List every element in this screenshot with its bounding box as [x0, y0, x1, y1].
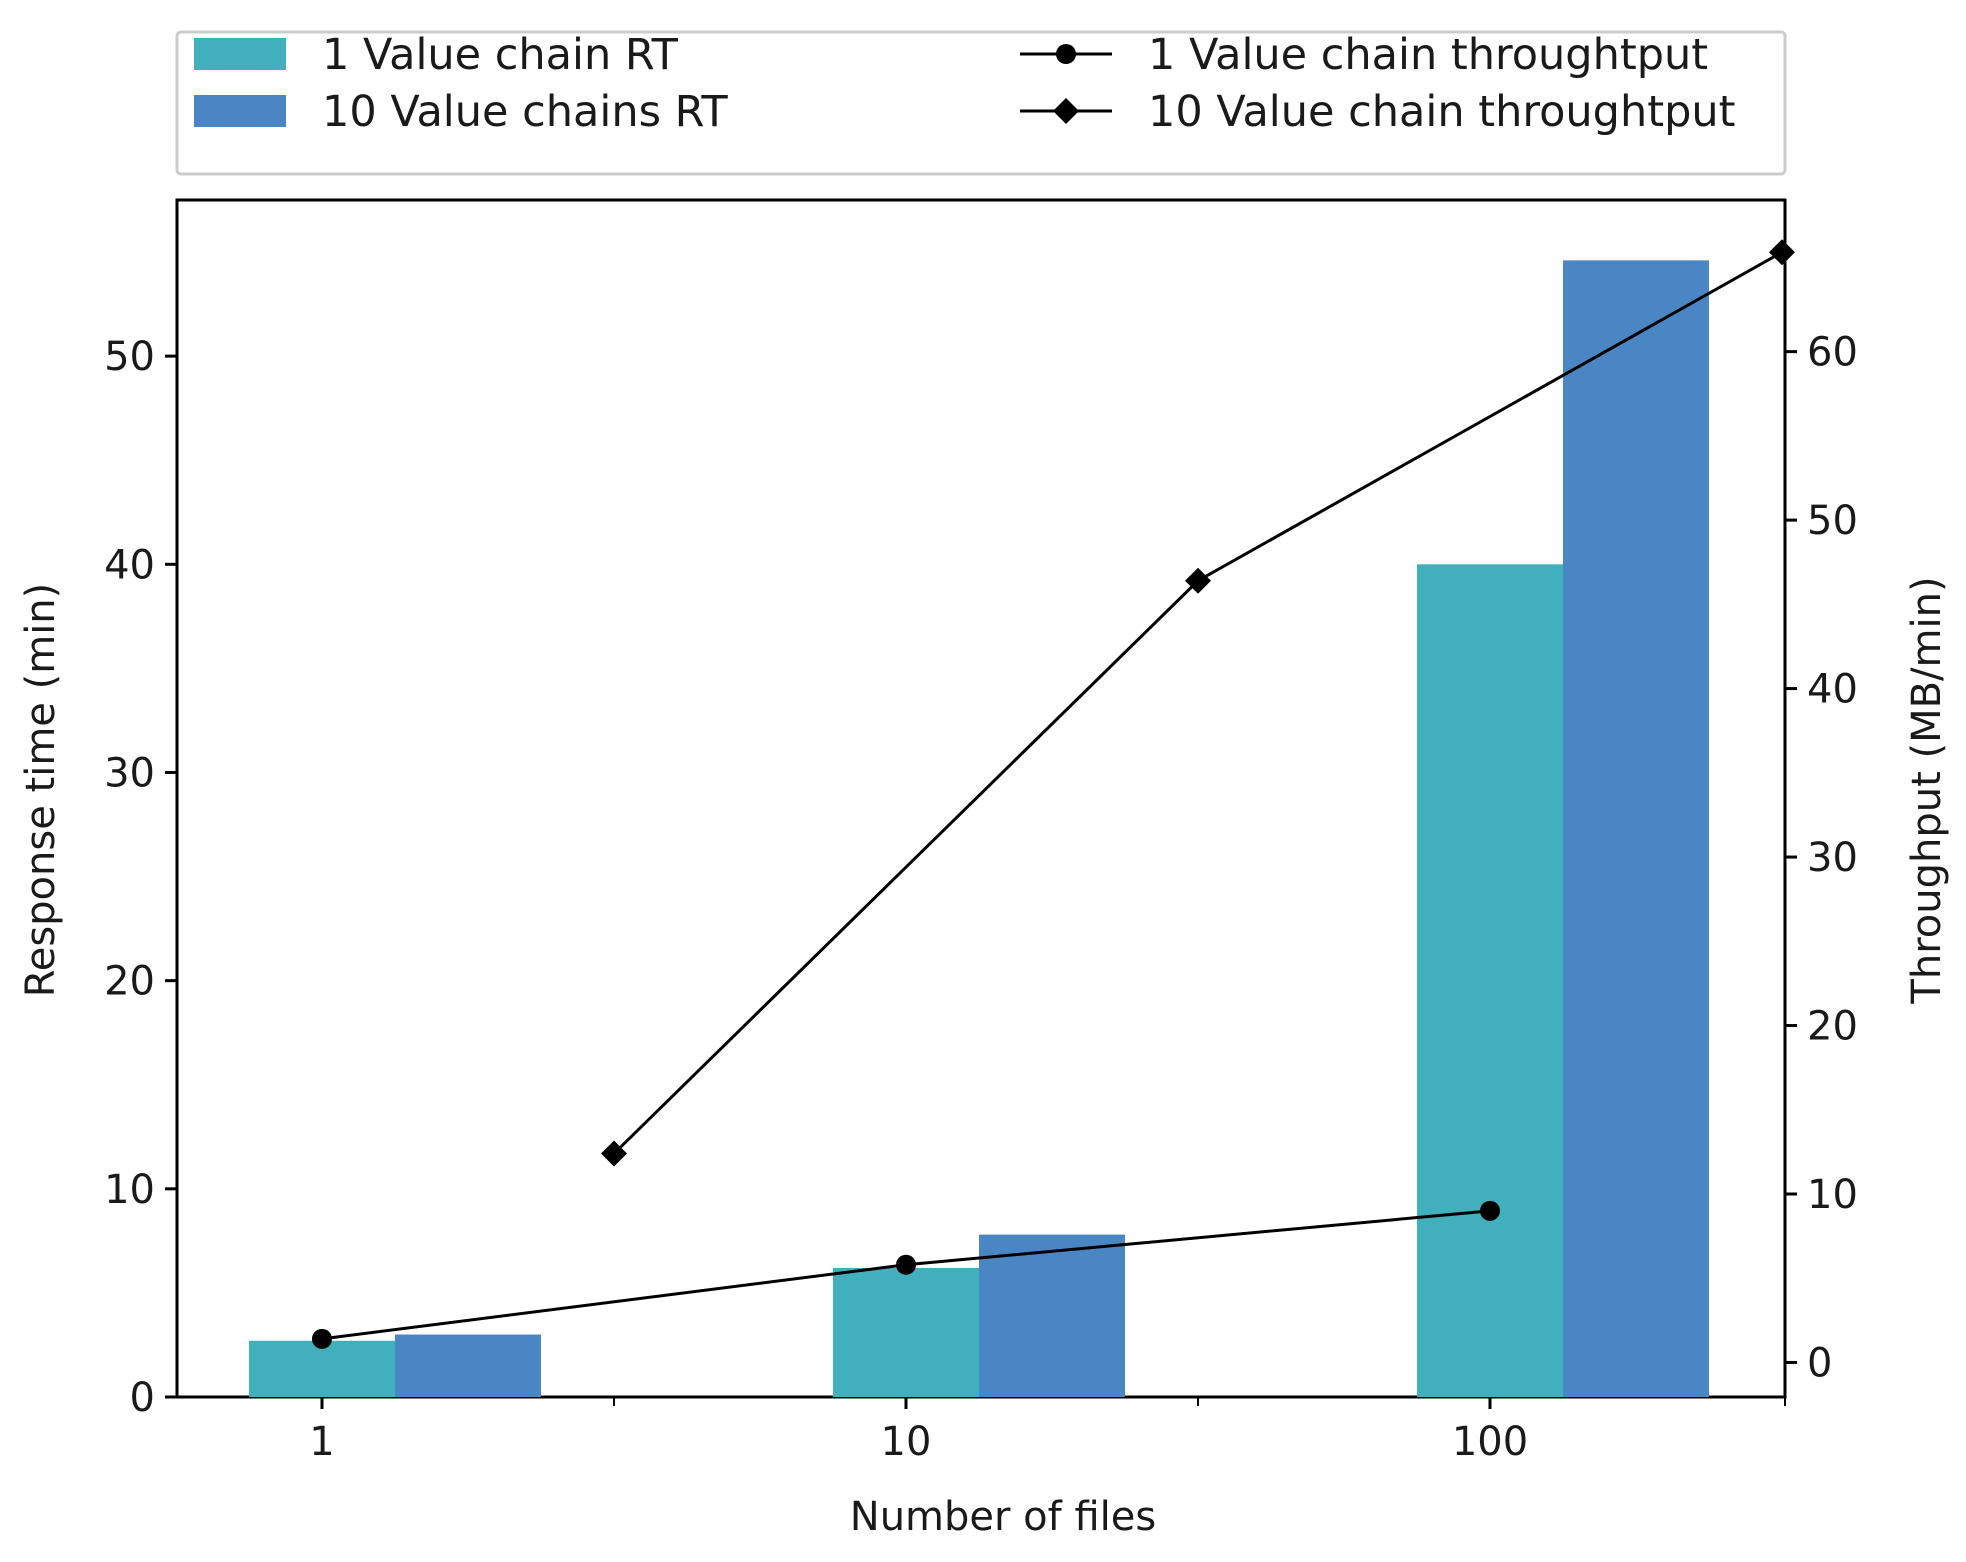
- legend-label-bar-1: 10 Value chains RT: [322, 87, 728, 137]
- point-s0-1: [896, 1254, 916, 1275]
- y-left-tick-label: 0: [130, 1375, 155, 1421]
- y-right-tick-label: 0: [1807, 1340, 1832, 1386]
- x-tick-label: 1: [309, 1419, 334, 1465]
- legend-label-bar-0: 1 Value chain RT: [322, 30, 679, 80]
- y-right-tick-label: 20: [1807, 1004, 1858, 1050]
- y-axis-right-title: Throughput (MB/min): [1904, 576, 1950, 1004]
- bar-s0-1: [249, 1340, 395, 1397]
- throughput-lines: [312, 239, 1795, 1349]
- bar-s1-100: [1563, 260, 1709, 1398]
- legend-box: [175, 30, 1787, 176]
- bar-s0-100: [1417, 564, 1563, 1397]
- y-axis-left-title: Response time (min): [18, 583, 64, 998]
- bar-s1-1: [395, 1334, 541, 1397]
- y-left-tick-label: 50: [104, 334, 155, 380]
- legend-marker-0: [1056, 44, 1076, 64]
- y-left-tick-label: 20: [104, 959, 155, 1005]
- legend-swatch-bar-0: [194, 38, 286, 70]
- x-tick-label: 100: [1452, 1419, 1528, 1465]
- y-right-tick-label: 10: [1807, 1172, 1858, 1218]
- x-tick-label: 10: [881, 1419, 932, 1465]
- point-s0-2: [1480, 1200, 1500, 1221]
- point-s1-2: [1769, 239, 1795, 266]
- legend-label-line-0: 1 Value chain throughtput: [1148, 30, 1708, 80]
- x-axis-title: Number of files: [850, 1494, 1156, 1540]
- legend-swatch-bar-1: [194, 95, 286, 127]
- legend: 1 Value chain RT 10 Value chains RT 1 Valu…: [194, 30, 1735, 137]
- point-s1-1: [1185, 567, 1211, 594]
- axes: 0 10 20 30 40 50 0 10 20 30 40 50 60 1 10 100: [104, 330, 1858, 1465]
- y-right-tick-label: 50: [1807, 498, 1858, 544]
- bar-s0-10: [833, 1267, 979, 1397]
- bar-s1-10: [979, 1234, 1125, 1397]
- y-left-tick-label: 40: [104, 542, 155, 588]
- y-right-tick-label: 30: [1807, 835, 1858, 881]
- point-s1-0: [601, 1140, 627, 1167]
- y-left-tick-label: 30: [104, 750, 155, 796]
- y-right-tick-label: 40: [1807, 667, 1858, 713]
- legend-marker-1: [1053, 98, 1079, 124]
- y-left-tick-label: 10: [104, 1167, 155, 1213]
- legend-label-line-1: 10 Value chain throughtput: [1148, 87, 1735, 137]
- bars: [249, 260, 1709, 1398]
- y-right-tick-label: 60: [1807, 330, 1858, 376]
- point-s0-0: [312, 1328, 332, 1349]
